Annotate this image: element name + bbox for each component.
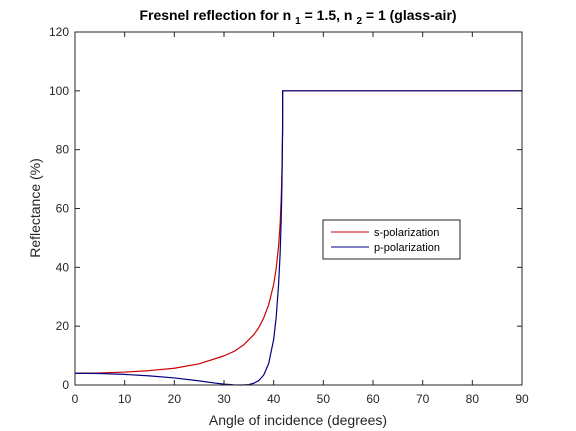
legend: s-polarization p-polarization: [322, 219, 461, 260]
title-suffix: = 1 (glass-air): [362, 7, 457, 23]
x-tick-label: 30: [217, 392, 231, 406]
title-prefix: Fresnel reflection for n: [139, 7, 291, 23]
y-tick-label: 0: [62, 378, 69, 392]
x-tick-label: 0: [72, 392, 79, 406]
y-tick-label: 80: [56, 143, 70, 157]
legend-label-s-polarization: s-polarization: [374, 227, 439, 239]
title-sub-1: 1: [295, 16, 301, 27]
ticks-layer: 0 10 20 30 40 50 60 70 80 90 0 20 40 60 80 100 120: [49, 25, 529, 406]
legend-label-p-polarization: p-polarization: [374, 242, 440, 254]
x-tick-label: 80: [466, 392, 480, 406]
x-tick-label: 10: [118, 392, 132, 406]
x-tick-label: 20: [168, 392, 182, 406]
x-tick-label: 60: [366, 392, 380, 406]
x-tick-label: 50: [317, 392, 331, 406]
y-axis-label: Reflectance (%): [27, 158, 43, 258]
x-tick-label: 90: [515, 392, 529, 406]
title-mid: = 1.5, n: [301, 7, 353, 23]
legend-box: [322, 219, 461, 260]
y-tick-label: 60: [56, 202, 70, 216]
y-tick-label: 40: [56, 260, 70, 274]
x-axis-label: Angle of incidence (degrees): [209, 412, 387, 428]
y-tick-label: 120: [49, 25, 69, 39]
plot-area: [75, 32, 522, 385]
title-sub-2: 2: [356, 16, 362, 27]
series-layer: [74, 90, 522, 386]
series-line-p-polarization: [74, 90, 522, 386]
y-tick-label: 20: [56, 319, 70, 333]
x-tick-label: 40: [267, 392, 281, 406]
y-tick-label: 100: [49, 84, 69, 98]
x-tick-label: 70: [416, 392, 430, 406]
